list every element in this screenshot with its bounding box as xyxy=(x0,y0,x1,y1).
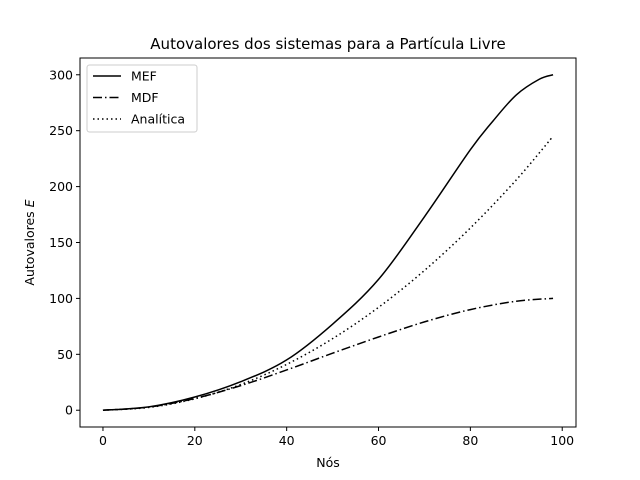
x-tick-label: 60 xyxy=(371,433,387,448)
x-tick-label: 40 xyxy=(279,433,295,448)
x-tick-label: 80 xyxy=(462,433,478,448)
x-tick-label: 20 xyxy=(187,433,203,448)
y-tick-label: 0 xyxy=(65,403,73,418)
chart-title: Autovalores dos sistemas para a Partícul… xyxy=(150,35,505,53)
y-tick-label: 100 xyxy=(49,291,73,306)
x-axis-label: Nós xyxy=(316,455,340,470)
y-tick-label: 250 xyxy=(49,123,73,138)
series-line-1 xyxy=(102,74,554,411)
y-tick-label: 300 xyxy=(49,67,73,82)
legend-label: MDF xyxy=(131,90,159,105)
legend-label: MEF xyxy=(131,69,157,84)
plot-area xyxy=(102,74,554,411)
axis-ticks: 0 20 40 60 80 100 0 50 100 150 200 250 300 xyxy=(49,67,574,448)
series-line-3 xyxy=(102,135,554,411)
series-line-2 xyxy=(102,297,554,411)
legend-label: Analítica xyxy=(131,112,185,127)
y-tick-label: 200 xyxy=(49,179,73,194)
x-tick-label: 100 xyxy=(550,433,574,448)
x-tick-label: 0 xyxy=(99,433,107,448)
y-axis-label: Autovalores E xyxy=(22,199,37,285)
legend-box xyxy=(86,64,198,133)
legend: MEF MDF Analítica xyxy=(86,64,198,133)
y-tick-label: 150 xyxy=(49,235,73,250)
y-tick-label: 50 xyxy=(57,347,73,362)
